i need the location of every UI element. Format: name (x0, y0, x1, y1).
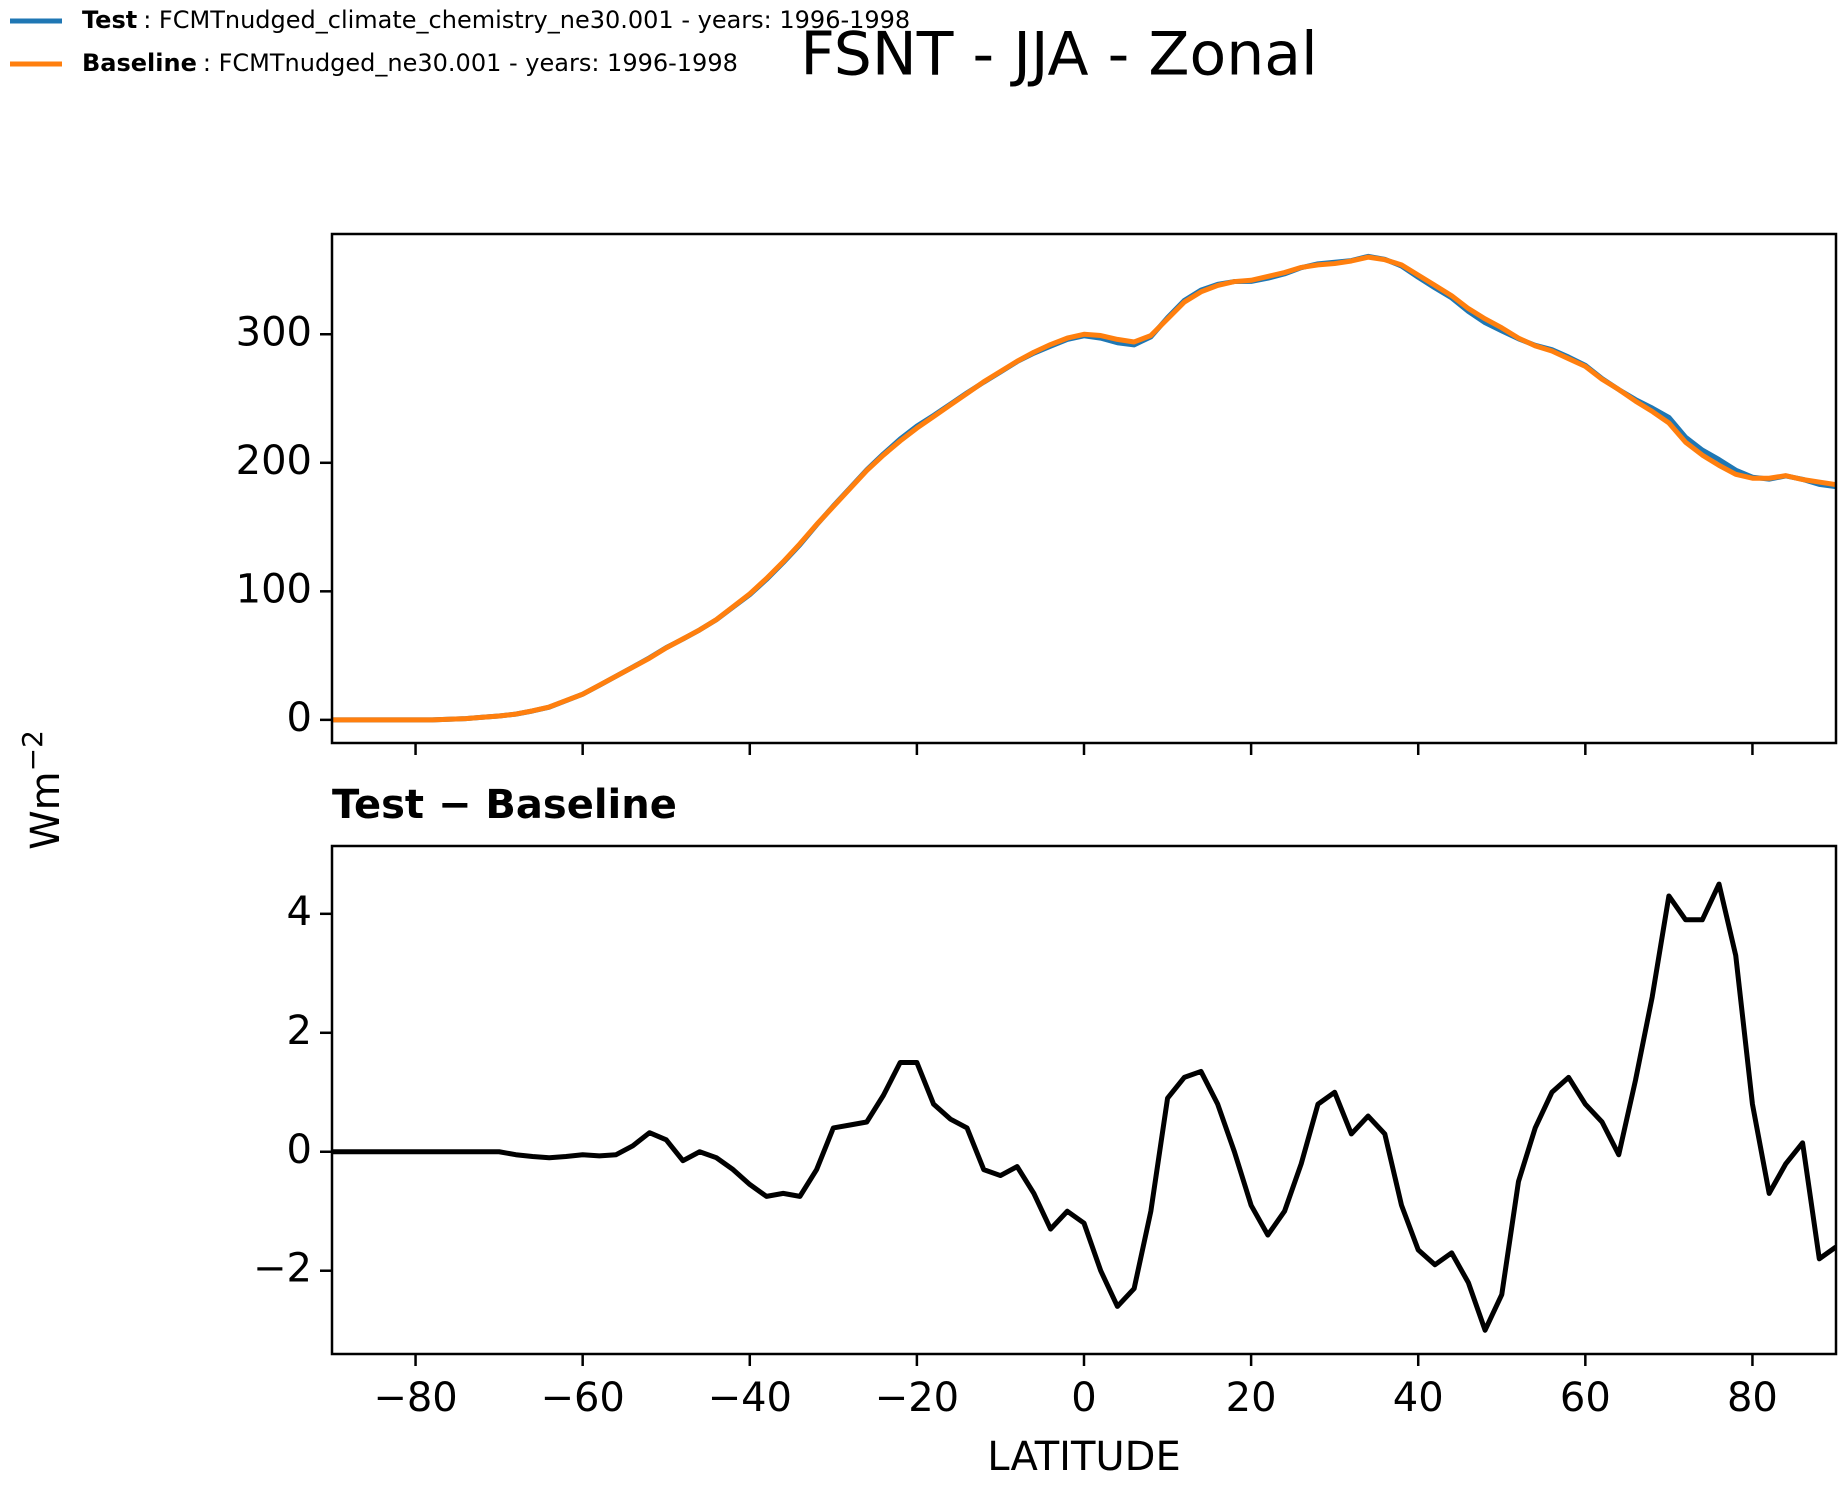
x-tick-label: −80 (373, 1375, 457, 1421)
data-line (332, 253, 1836, 723)
y-axis-label-exponent: −2 (16, 730, 49, 771)
y-axis-label: Wm−2 (16, 730, 69, 850)
data-line (332, 881, 1836, 1333)
figure-title: FSNT - JJA - Zonal (800, 20, 1317, 90)
y-tick-label: 100 (236, 566, 312, 612)
x-tick-label: −40 (708, 1375, 792, 1421)
y-tick-label: 0 (287, 695, 312, 741)
x-tick-label: −20 (875, 1375, 959, 1421)
data-line (332, 254, 1836, 723)
x-tick-label: 80 (1727, 1375, 1778, 1421)
x-tick-label: 60 (1560, 1375, 1611, 1421)
legend-name: Test (82, 6, 137, 34)
x-tick-label: 0 (1071, 1375, 1096, 1421)
y-axis-label-base: Wm (23, 771, 69, 850)
legend-name: Baseline (82, 49, 197, 77)
y-tick-label: 200 (236, 438, 312, 484)
y-tick-label: −2 (253, 1246, 312, 1292)
y-tick-label: 2 (287, 1008, 312, 1054)
axes-frame (330, 844, 1838, 1356)
y-tick-label: 0 (287, 1127, 312, 1173)
y-tick-label: 4 (287, 889, 312, 935)
legend-description: : FCMTnudged_climate_chemistry_ne30.001 … (143, 6, 910, 34)
legend-description: : FCMTnudged_ne30.001 - years: 1996-1998 (203, 49, 738, 77)
x-tick-label: −60 (540, 1375, 624, 1421)
x-axis-label: LATITUDE (987, 1434, 1180, 1480)
y-tick-label: 300 (236, 309, 312, 355)
axes-frame (330, 232, 1838, 745)
subplot-title: Test − Baseline (332, 782, 677, 828)
x-tick-label: 40 (1393, 1375, 1444, 1421)
x-tick-label: 20 (1226, 1375, 1277, 1421)
